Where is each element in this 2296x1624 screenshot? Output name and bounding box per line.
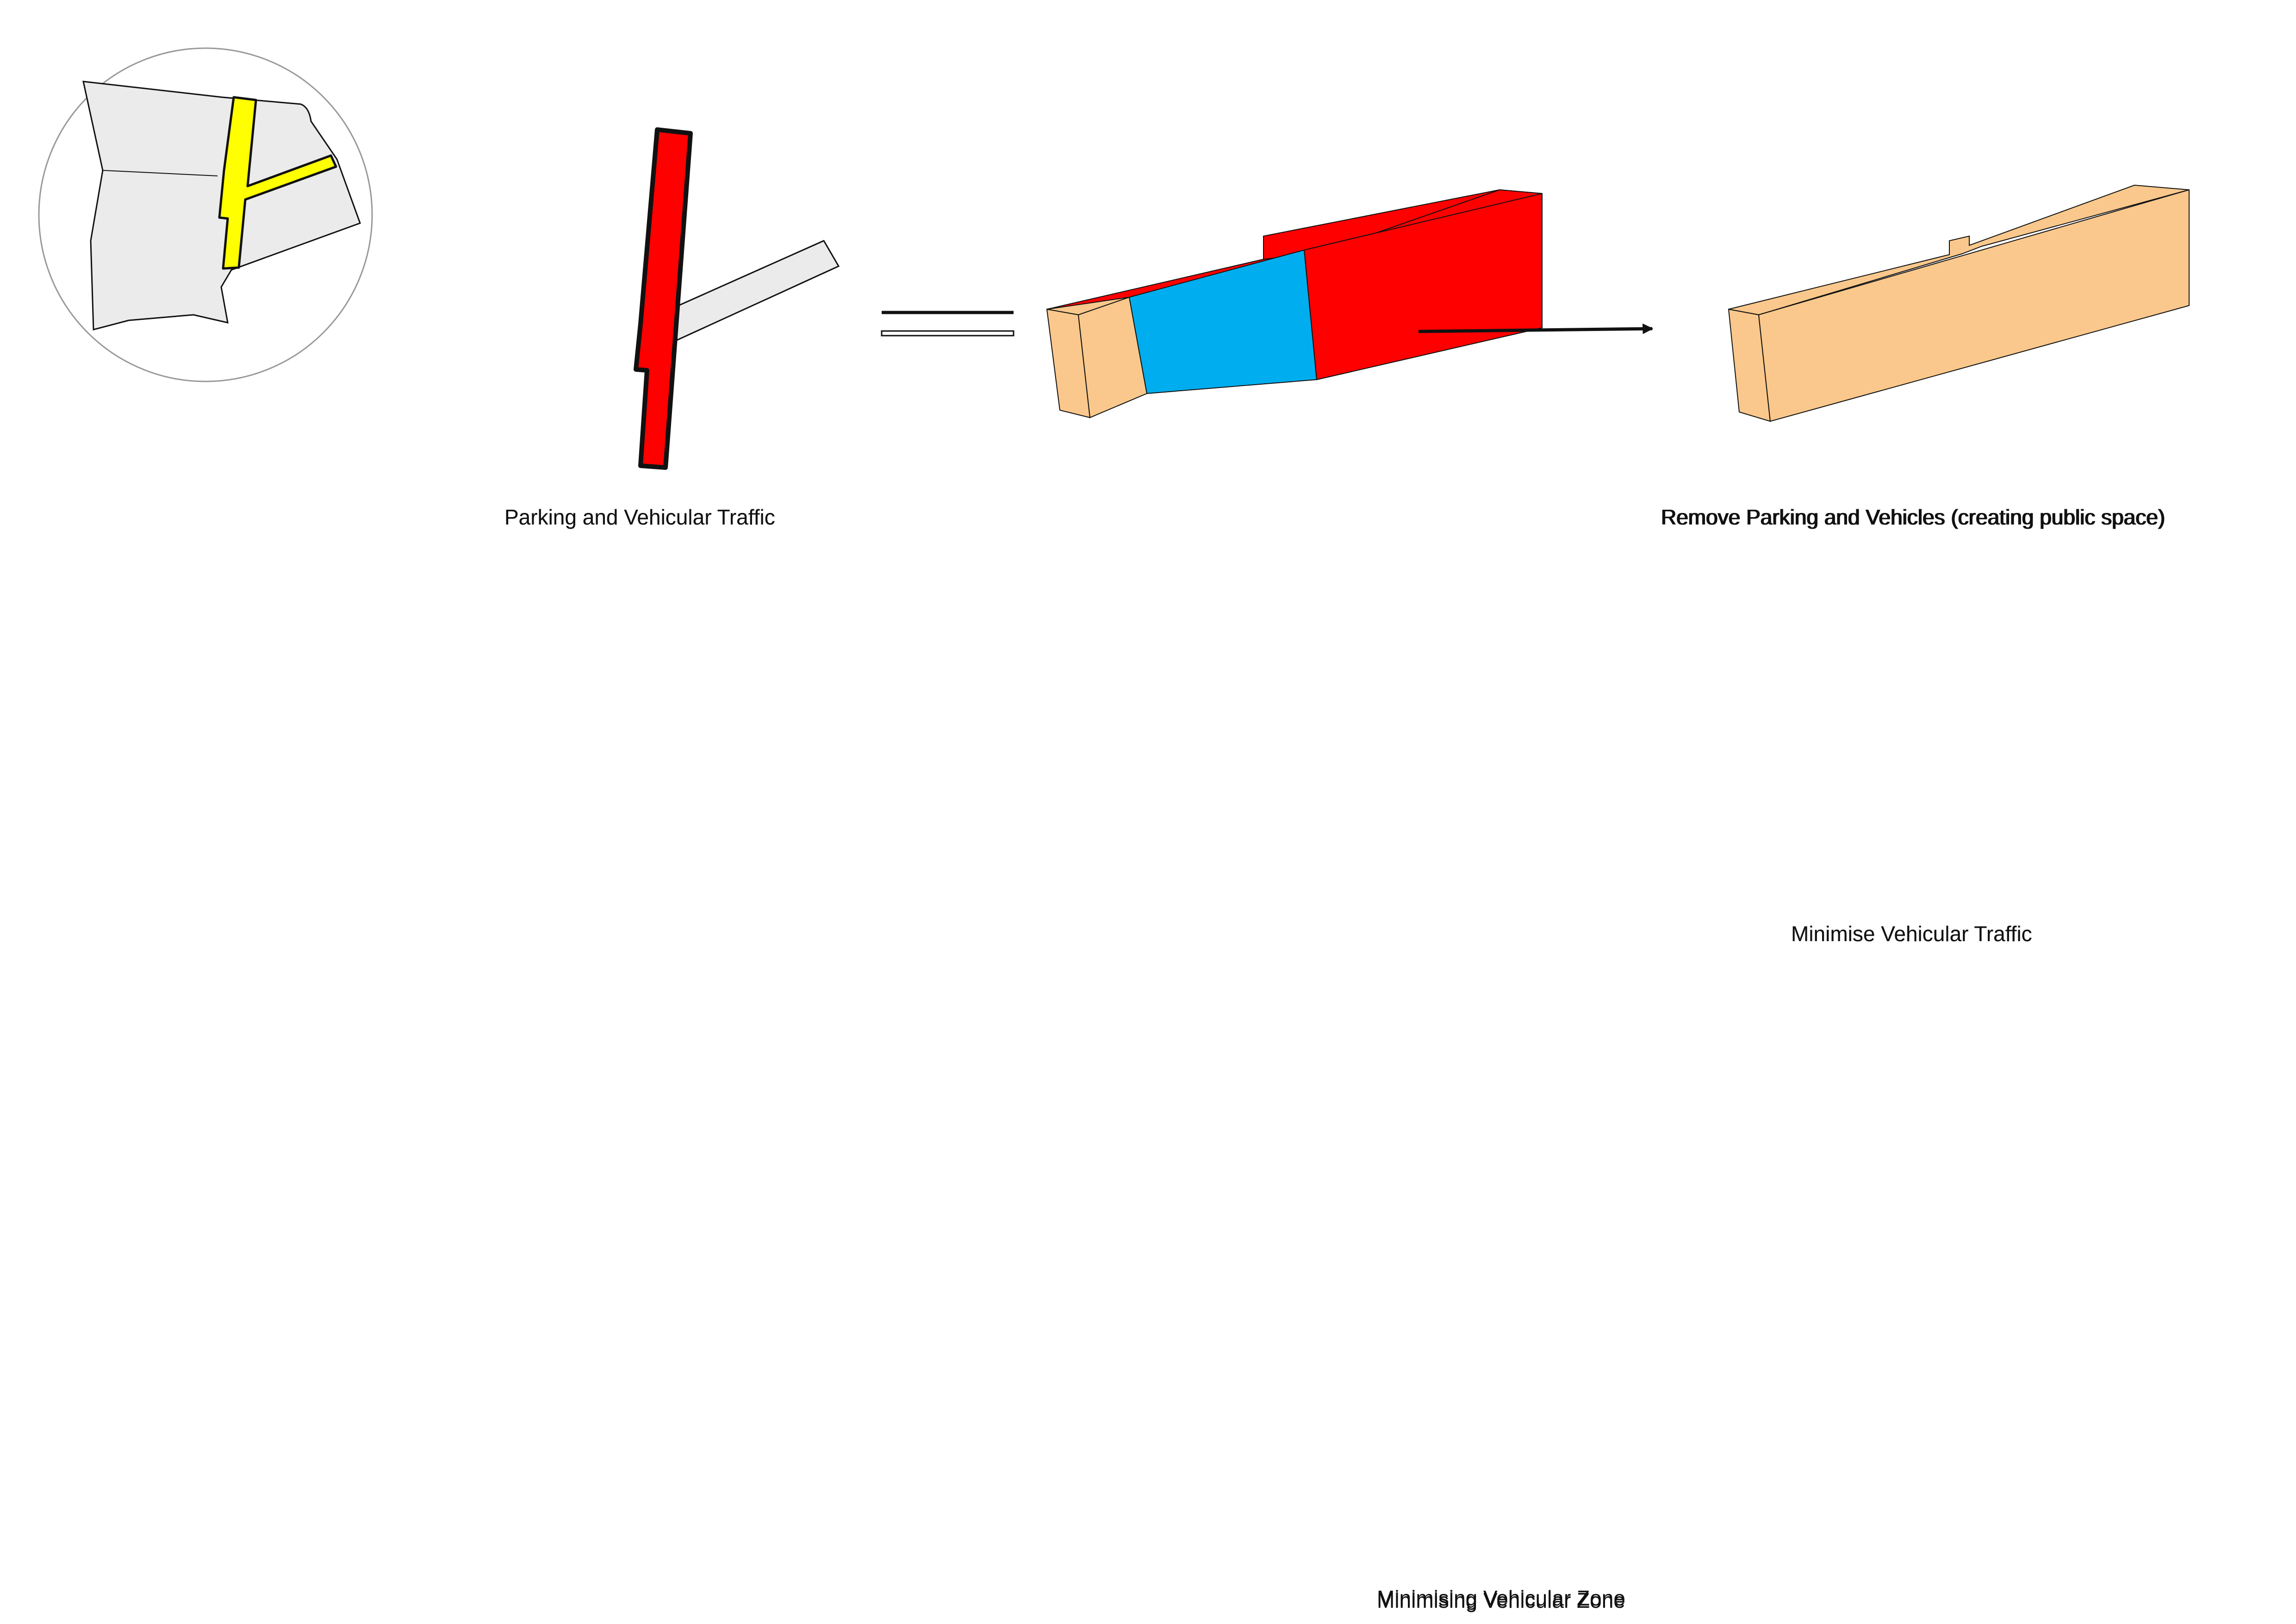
caption-minimising-zone: Minimising Vehicular Zone xyxy=(1377,1586,1625,1610)
vehicular-face xyxy=(1303,193,1543,381)
row-1 xyxy=(634,127,2190,470)
label-remove-parking: Remove Parking and Vehicles (creating pu… xyxy=(1661,505,2166,529)
key-plan-circle xyxy=(38,47,373,382)
parking-traffic-volume xyxy=(1046,189,1543,418)
key-plan xyxy=(38,47,373,382)
main-road-plan xyxy=(634,127,693,470)
equals-icon xyxy=(881,311,1014,337)
caption-remove-parking: Remove Parking and Vehicles (creating pu… xyxy=(1661,505,2165,529)
label-minimise-traffic: Minimise Vehicular Traffic xyxy=(1791,922,2032,946)
public-space-volume xyxy=(1728,184,2190,422)
secondary-road-plan xyxy=(676,240,840,342)
right-arrow-icon xyxy=(1418,323,1654,334)
key-plan-divider xyxy=(102,170,218,176)
label-parking-traffic: Parking and Vehicular Traffic xyxy=(504,505,775,529)
caption-parking-traffic: Parking and Vehicular Traffic xyxy=(504,505,775,529)
key-plan-road-highlight xyxy=(218,96,337,270)
caption-minimise-traffic: Minimise Vehicular Traffic xyxy=(1791,922,2032,946)
label-minimising-zone: Minimising Vehicular Zone xyxy=(1377,1588,1625,1612)
parking-face xyxy=(1128,249,1318,394)
